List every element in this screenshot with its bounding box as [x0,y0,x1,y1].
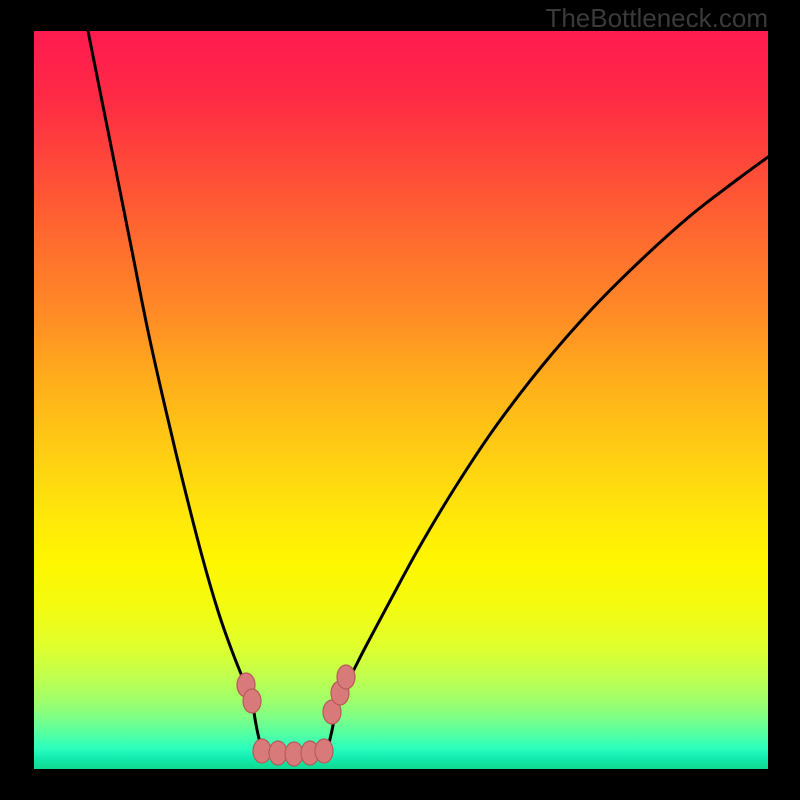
marker-dot [243,689,261,713]
v-curve [88,31,768,757]
marker-dot [269,741,287,765]
stage: TheBottleneck.com [0,0,800,800]
watermark-text: TheBottleneck.com [545,3,768,34]
marker-dot [253,739,271,763]
marker-dot [315,739,333,763]
marker-dot [285,742,303,766]
marker-dot [337,665,355,689]
plot-area [34,31,768,769]
curve-layer [34,31,768,769]
